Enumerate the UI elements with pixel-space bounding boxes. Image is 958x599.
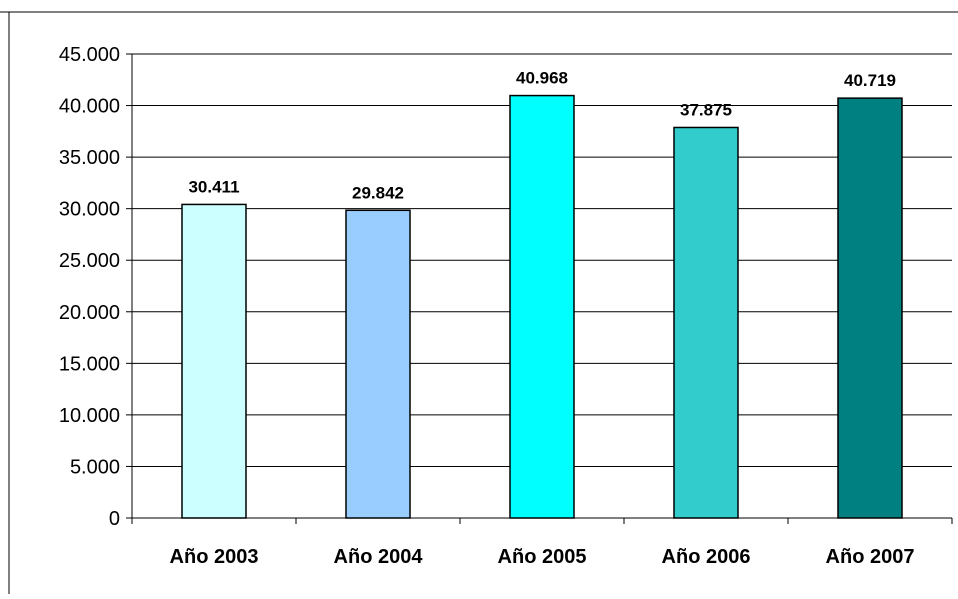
axes bbox=[131, 54, 953, 524]
y-tick-label: 5.000 bbox=[70, 456, 120, 478]
y-tick-label: 45.000 bbox=[59, 44, 120, 66]
bar bbox=[345, 209, 411, 519]
y-tick-label: 0 bbox=[109, 508, 120, 530]
y-tick-label: 15.000 bbox=[59, 353, 120, 375]
y-tick-label: 35.000 bbox=[59, 147, 120, 169]
data-label: 29.842 bbox=[352, 183, 404, 202]
y-axis-ticks: 0 5.000 10.000 15.000 20.000 25.000 30.000 35.0… bbox=[59, 44, 132, 530]
y-tick-label: 20.000 bbox=[59, 302, 120, 324]
bar bbox=[181, 203, 247, 519]
y-tick-label: 10.000 bbox=[59, 405, 120, 427]
y-tick-label: 30.000 bbox=[59, 199, 120, 221]
data-label: 40.719 bbox=[844, 71, 896, 90]
x-axis-categories: Año 2003 Año 2004 Año 2005 Año 2006 Año 2007 bbox=[170, 546, 915, 568]
category-label: Año 2007 bbox=[826, 546, 915, 568]
category-label: Año 2005 bbox=[498, 546, 587, 568]
bar bbox=[837, 97, 903, 519]
category-label: Año 2003 bbox=[170, 546, 259, 568]
category-label: Año 2006 bbox=[662, 546, 751, 568]
y-tick-label: 40.000 bbox=[59, 96, 120, 118]
category-label: Año 2004 bbox=[334, 546, 424, 568]
data-label: 30.411 bbox=[188, 177, 239, 196]
data-label: 37.875 bbox=[680, 100, 732, 119]
y-tick-label: 25.000 bbox=[59, 250, 120, 272]
bar bbox=[509, 94, 575, 519]
data-label: 40.968 bbox=[516, 69, 568, 88]
data-labels: 30.411 29.842 40.968 37.875 40.719 bbox=[188, 69, 896, 203]
bar bbox=[673, 126, 739, 519]
bars bbox=[181, 94, 903, 519]
